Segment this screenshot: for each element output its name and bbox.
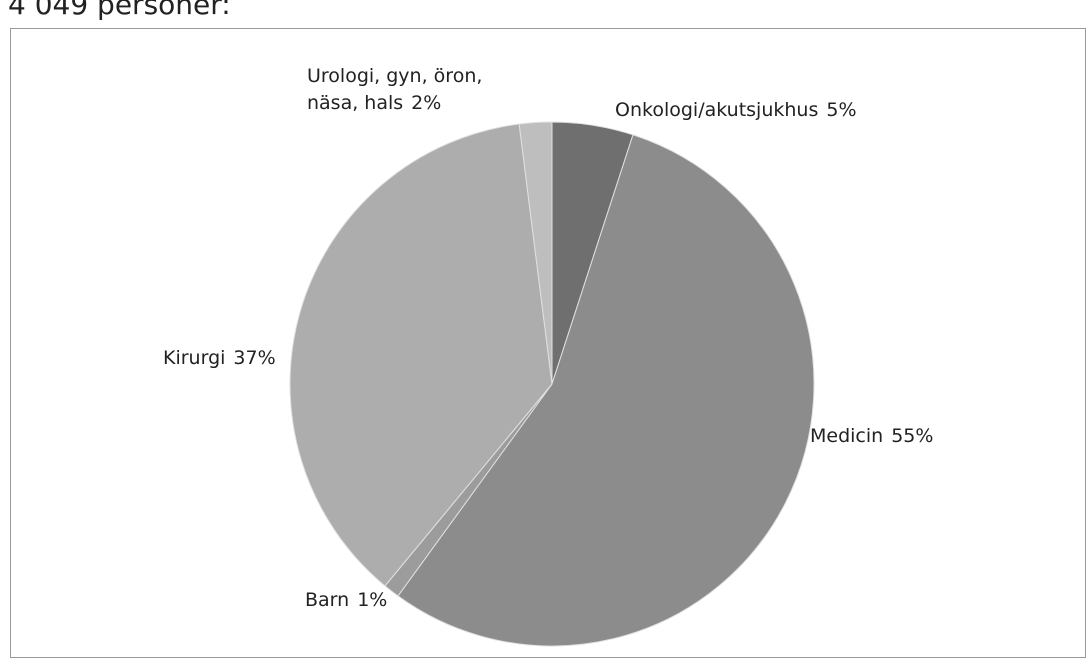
slice-value: 1%: [357, 589, 388, 611]
slice-value: 5%: [826, 99, 857, 121]
slice-label: Kirurgi 37%: [163, 345, 276, 372]
pie-slice: [289, 123, 553, 587]
slice-name: Urologi, gyn, öron, näsa, hals: [307, 65, 483, 114]
slice-name: Kirurgi: [163, 347, 226, 369]
slice-label: Urologi, gyn, öron, näsa, hals 2%: [307, 63, 507, 117]
slice-name: Medicin: [810, 425, 884, 447]
slice-name: Onkologi/akutsjukhus: [615, 99, 819, 121]
slice-label: Medicin 55%: [810, 423, 933, 450]
chart-title: 4 049 personer:: [8, 0, 231, 21]
slice-name: Barn: [305, 589, 350, 611]
slice-value: 55%: [891, 425, 934, 447]
slice-label: Barn 1%: [305, 587, 387, 614]
slice-value: 2%: [411, 92, 442, 114]
slice-value: 37%: [233, 347, 276, 369]
slice-label: Onkologi/akutsjukhus 5%: [615, 97, 857, 124]
pie-slice: [397, 134, 815, 647]
pie-slice: [518, 121, 553, 385]
